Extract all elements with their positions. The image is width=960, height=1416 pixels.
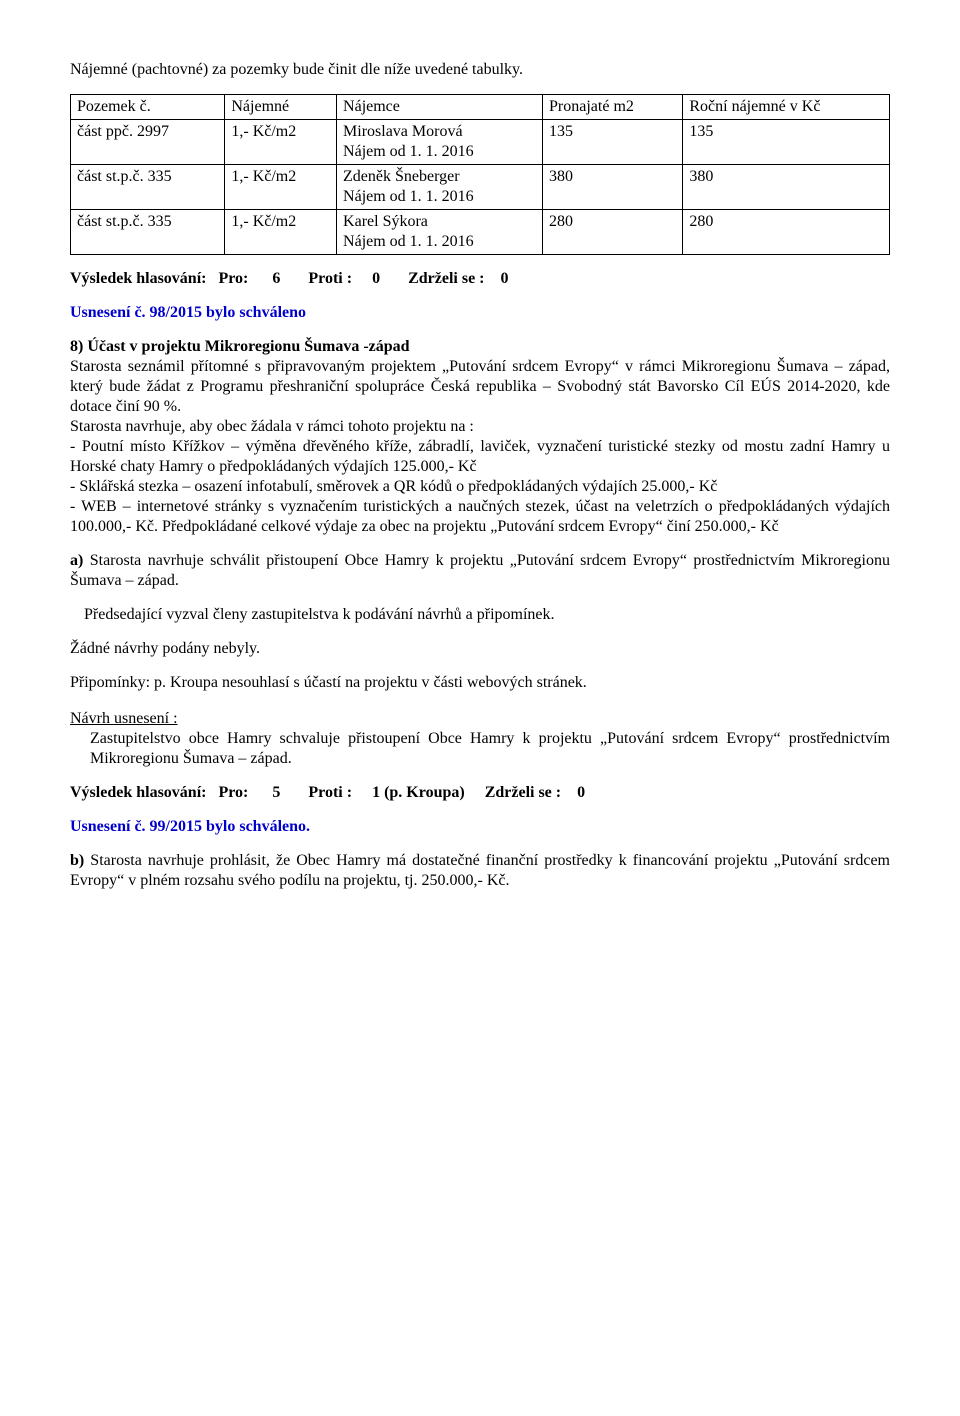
table-cell: 1,- Kč/m2 <box>225 120 337 165</box>
vote1-proti: 0 <box>372 269 380 289</box>
table-cell: 280 <box>683 210 890 255</box>
b-text: Starosta navrhuje prohlásit, že Obec Ham… <box>70 852 890 889</box>
col-najemce: Nájemce <box>337 95 543 120</box>
table-cell: 280 <box>543 210 683 255</box>
b-label: b) <box>70 852 84 869</box>
call-for-proposals: Předsedající vyzval členy zastupitelstva… <box>70 605 890 625</box>
resolution-99: Usnesení č. 99/2015 bylo schváleno. <box>70 817 890 837</box>
vote2-label: Výsledek hlasování: <box>70 783 206 803</box>
section-8-a: a) Starosta navrhuje schválit přistoupen… <box>70 551 890 591</box>
vote2-zdr: 0 <box>577 783 585 803</box>
table-cell: 380 <box>543 165 683 210</box>
section-8-heading: 8) Účast v projektu Mikroregionu Šumava … <box>70 337 890 357</box>
vote1-zdr-label: Zdrželi se : <box>408 269 484 289</box>
table-cell: 1,- Kč/m2 <box>225 210 337 255</box>
section-8-p2: Starosta navrhuje, aby obec žádala v rám… <box>70 417 890 437</box>
remarks: Připomínky: p. Kroupa nesouhlasí s účast… <box>70 673 890 693</box>
col-m2: Pronajaté m2 <box>543 95 683 120</box>
vote1-label: Výsledek hlasování: <box>70 269 206 289</box>
table-cell: 1,- Kč/m2 <box>225 165 337 210</box>
vote2-pro-label: Pro: <box>218 783 248 803</box>
table-cell: část st.p.č. 335 <box>71 210 225 255</box>
section-8-b1: - Poutní místo Křížkov – výměna dřevěnéh… <box>70 437 890 477</box>
vote1-zdr: 0 <box>501 269 509 289</box>
proposal-text: Zastupitelstvo obce Hamry schvaluje přis… <box>70 729 890 769</box>
vote1-proti-label: Proti : <box>308 269 352 289</box>
table-row: část st.p.č. 3351,- Kč/m2Karel SýkoraNáj… <box>71 210 890 255</box>
section-8-p1: Starosta seznámil přítomné s připravovan… <box>70 357 890 417</box>
vote2-pro: 5 <box>272 783 280 803</box>
table-cell: 135 <box>543 120 683 165</box>
col-rocni: Roční nájemné v Kč <box>683 95 890 120</box>
table-row: část ppč. 29971,- Kč/m2Miroslava MorováN… <box>71 120 890 165</box>
col-pozemek: Pozemek č. <box>71 95 225 120</box>
section-8-b3: - WEB – internetové stránky s vyznačením… <box>70 497 890 537</box>
proposal-label: Návrh usnesení : <box>70 710 178 727</box>
table-cell: Zdeněk ŠnebergerNájem od 1. 1. 2016 <box>337 165 543 210</box>
lease-table: Pozemek č. Nájemné Nájemce Pronajaté m2 … <box>70 94 890 255</box>
table-cell: část ppč. 2997 <box>71 120 225 165</box>
vote2-proti: 1 (p. Kroupa) <box>372 783 465 803</box>
vote2-proti-label: Proti : <box>308 783 352 803</box>
vote-result-2: Výsledek hlasování: Pro: 5 Proti : 1 (p.… <box>70 783 890 803</box>
section-8-b2: - Sklářská stezka – osazení infotabulí, … <box>70 477 890 497</box>
vote1-pro: 6 <box>272 269 280 289</box>
table-cell: 135 <box>683 120 890 165</box>
no-proposals: Žádné návrhy podány nebyly. <box>70 639 890 659</box>
table-row: část st.p.č. 3351,- Kč/m2Zdeněk Šneberge… <box>71 165 890 210</box>
a-label: a) <box>70 552 83 569</box>
intro-text: Nájemné (pachtovné) za pozemky bude čini… <box>70 60 890 80</box>
vote-result-1: Výsledek hlasování: Pro: 6 Proti : 0 Zdr… <box>70 269 890 289</box>
table-cell: Karel SýkoraNájem od 1. 1. 2016 <box>337 210 543 255</box>
vote2-zdr-label: Zdrželi se : <box>485 783 561 803</box>
col-najemne: Nájemné <box>225 95 337 120</box>
resolution-98: Usnesení č. 98/2015 bylo schváleno <box>70 303 890 323</box>
table-cell: část st.p.č. 335 <box>71 165 225 210</box>
table-cell: 380 <box>683 165 890 210</box>
table-cell: Miroslava MorováNájem od 1. 1. 2016 <box>337 120 543 165</box>
a-text: Starosta navrhuje schválit přistoupení O… <box>70 552 890 589</box>
section-8-b: b) Starosta navrhuje prohlásit, že Obec … <box>70 851 890 891</box>
table-header-row: Pozemek č. Nájemné Nájemce Pronajaté m2 … <box>71 95 890 120</box>
vote1-pro-label: Pro: <box>218 269 248 289</box>
